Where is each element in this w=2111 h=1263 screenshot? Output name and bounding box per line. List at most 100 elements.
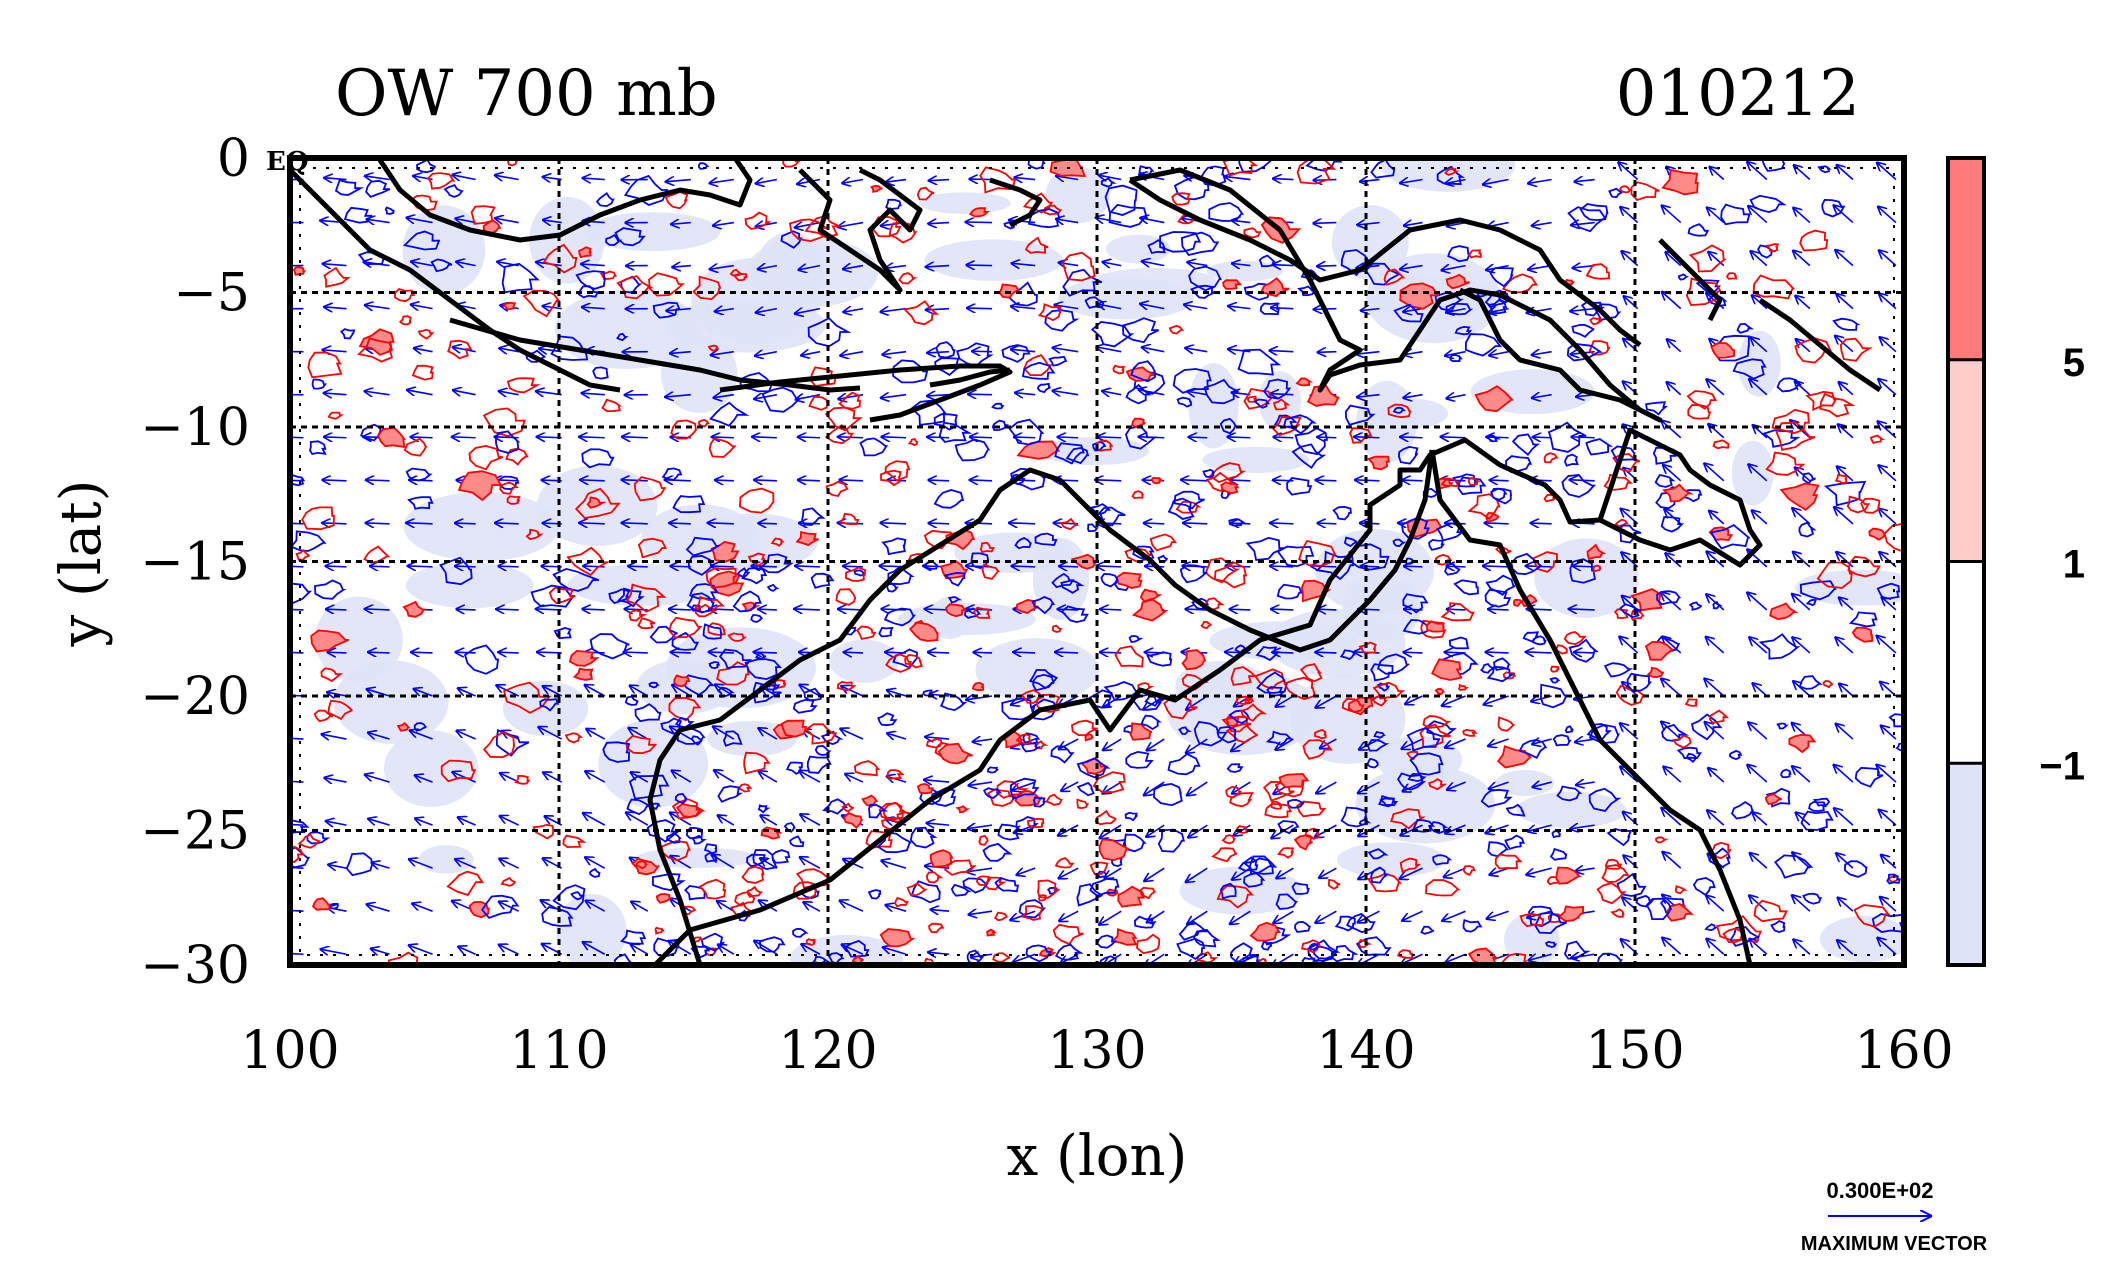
wind-vector: [495, 175, 519, 179]
wind-vector: [1186, 348, 1208, 352]
wind-vector: [584, 566, 605, 567]
wind-vector: [882, 609, 907, 610]
wind-vector: [798, 480, 820, 481]
wind-vector: [670, 813, 692, 826]
negative-ow-contour: [1487, 434, 1502, 443]
wind-vector: [844, 566, 864, 567]
positive-ow-contour: [1150, 476, 1164, 485]
wind-vector: [1839, 382, 1854, 396]
wind-vector: [673, 685, 692, 697]
positive-ow-contour: [1016, 440, 1061, 460]
negative-ow-contour: [1377, 653, 1411, 675]
wind-vector: [973, 739, 993, 742]
wind-vector: [929, 952, 950, 954]
positive-ow-contour: [1022, 192, 1053, 214]
negative-ow-contour: [575, 270, 606, 290]
x-tick-label: 120: [778, 1021, 877, 1081]
wind-vector: [1234, 824, 1251, 835]
wind-vector: [708, 523, 734, 524]
wind-vector: [543, 686, 563, 697]
negative-ow-patch: [1202, 446, 1310, 473]
wind-vector: [800, 857, 821, 869]
negative-ow-contour: [1034, 532, 1058, 546]
wind-vector: [500, 773, 519, 783]
wind-vector: [1837, 294, 1854, 310]
coastline-new-guinea-north: [1128, 177, 1642, 347]
wind-vector: [536, 391, 562, 394]
wind-vector: [755, 395, 778, 399]
negative-ow-contour: [718, 648, 753, 669]
positive-ow-contour: [601, 398, 622, 412]
wind-vector: [886, 905, 907, 911]
wind-vector: [326, 821, 347, 825]
negative-ow-contour: [463, 644, 500, 675]
positive-ow-contour: [1349, 427, 1373, 444]
positive-ow-contour: [1149, 533, 1178, 552]
wind-vector: [839, 223, 864, 227]
negative-ow-contour: [309, 440, 327, 456]
positive-ow-contour: [1296, 158, 1337, 185]
negative-ow-contour: [495, 430, 521, 454]
wind-vector: [966, 222, 993, 223]
positive-ow-contour: [1300, 579, 1332, 603]
wind-vector: [408, 566, 433, 567]
wind-vector: [1316, 480, 1337, 481]
negative-ow-contour: [1370, 158, 1396, 179]
negative-ow-patch: [584, 212, 721, 252]
positive-ow-contour: [1799, 229, 1829, 252]
positive-ow-contour: [1027, 817, 1045, 829]
positive-ow-contour: [1306, 384, 1340, 407]
wind-vector: [669, 941, 692, 955]
positive-ow-contour: [1168, 324, 1185, 335]
colorbar-segment: [1948, 158, 1984, 360]
wind-vector: [1012, 306, 1036, 308]
wind-vector: [1053, 348, 1079, 352]
positive-ow-contour: [1204, 557, 1241, 584]
wind-vector: [629, 566, 648, 567]
negative-ow-contour: [1087, 523, 1099, 532]
positive-ow-contour: [885, 653, 912, 673]
wind-vector: [1446, 180, 1466, 184]
wind-vector: [323, 350, 347, 352]
wind-vector: [1489, 781, 1509, 789]
x-tick-label: 110: [509, 1021, 608, 1081]
negative-ow-contour: [602, 741, 631, 763]
wind-vector: [1182, 480, 1208, 481]
negative-ow-contour: [1226, 763, 1244, 773]
positive-ow-contour: [633, 476, 667, 502]
positive-ow-contour: [1243, 227, 1262, 239]
coastline-sulawesi: [798, 167, 923, 293]
negative-ow-contour: [339, 328, 356, 340]
positive-ow-contour: [809, 366, 837, 387]
negative-ow-contour: [1504, 834, 1525, 850]
wind-vector: [795, 309, 821, 314]
negative-ow-contour: [1808, 800, 1827, 813]
wind-vector: [1017, 867, 1036, 875]
x-tick-label: 160: [1854, 1021, 1953, 1081]
wind-vector: [630, 686, 649, 697]
negative-ow-contour: [1596, 952, 1623, 965]
wind-vector: [843, 266, 864, 269]
positive-ow-contour: [1084, 733, 1094, 742]
positive-ow-contour: [865, 830, 893, 849]
wind-vector: [366, 523, 390, 524]
negative-ow-contour: [1173, 490, 1205, 510]
wind-vector: [711, 352, 734, 355]
wind-vector: [415, 776, 433, 783]
negative-ow-contour: [785, 761, 803, 775]
wind-vector: [1879, 509, 1897, 525]
wind-vector: [970, 480, 993, 481]
negative-ow-contour: [1125, 425, 1158, 450]
positive-ow-contour: [542, 243, 578, 274]
wind-vector: [1103, 262, 1122, 265]
negative-ow-contour: [1294, 920, 1311, 933]
wind-vector: [1489, 738, 1509, 746]
wind-vector: [583, 178, 605, 179]
positive-ow-contour: [1366, 872, 1403, 893]
positive-ow-contour: [1043, 204, 1063, 216]
coastline-halmahera: [989, 177, 1043, 228]
negative-ow-contour: [1192, 928, 1221, 948]
positive-ow-contour: [1225, 722, 1259, 744]
wind-vector: [1447, 395, 1466, 399]
wind-vector: [888, 690, 907, 696]
